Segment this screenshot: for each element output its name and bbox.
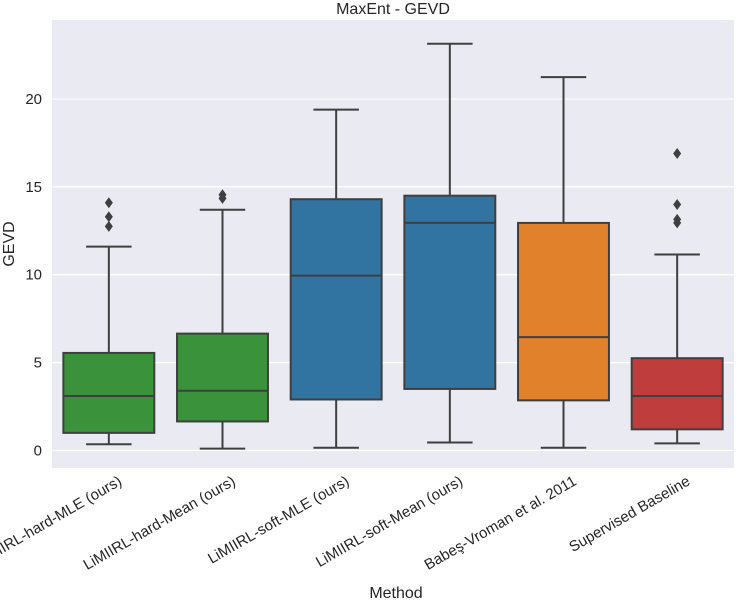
box-6-outlier-2 bbox=[673, 213, 682, 225]
y-tick-label-0: 0 bbox=[34, 442, 42, 459]
y-tick-label-20: 20 bbox=[25, 91, 42, 108]
box-6 bbox=[630, 148, 724, 445]
box-1 bbox=[62, 197, 156, 446]
y-axis-label: GEVD bbox=[1, 221, 18, 266]
box-3-iqr-box bbox=[289, 198, 383, 401]
box-2-iqr-box bbox=[176, 332, 269, 423]
y-axis-ticks: 0 5 10 15 20 bbox=[25, 91, 42, 459]
y-tick-label-10: 10 bbox=[25, 267, 42, 284]
box-4-iqr-box bbox=[403, 194, 497, 390]
y-tick-label-15: 15 bbox=[25, 179, 42, 196]
x-axis-label: Method bbox=[369, 585, 422, 602]
box-5-iqr-box bbox=[517, 221, 610, 402]
box-4 bbox=[403, 42, 497, 444]
chart-title: MaxEnt - GEVD bbox=[336, 1, 450, 18]
grid-lines bbox=[52, 98, 734, 452]
boxes bbox=[62, 42, 724, 450]
box-3 bbox=[289, 108, 383, 449]
box-1-iqr-box bbox=[62, 351, 156, 434]
x-tick-label-6: Supervised Baseline bbox=[566, 473, 693, 556]
y-tick-label-5: 5 bbox=[34, 355, 42, 372]
box-2 bbox=[176, 189, 269, 450]
box-1-outlier-1 bbox=[104, 220, 113, 232]
box-2-outlier-2 bbox=[218, 189, 227, 201]
box-6-outlier-4 bbox=[673, 148, 682, 160]
x-axis-ticks: LiMIIRL-hard-MLE (ours)LiMIIRL-hard-Mean… bbox=[0, 473, 693, 574]
box-6-iqr-box bbox=[630, 357, 724, 431]
box-1-outlier-2 bbox=[104, 211, 113, 223]
box-6-outlier-3 bbox=[673, 198, 682, 210]
plot-background bbox=[52, 20, 734, 468]
box-5 bbox=[517, 76, 610, 449]
box-1-outlier-3 bbox=[104, 197, 113, 209]
